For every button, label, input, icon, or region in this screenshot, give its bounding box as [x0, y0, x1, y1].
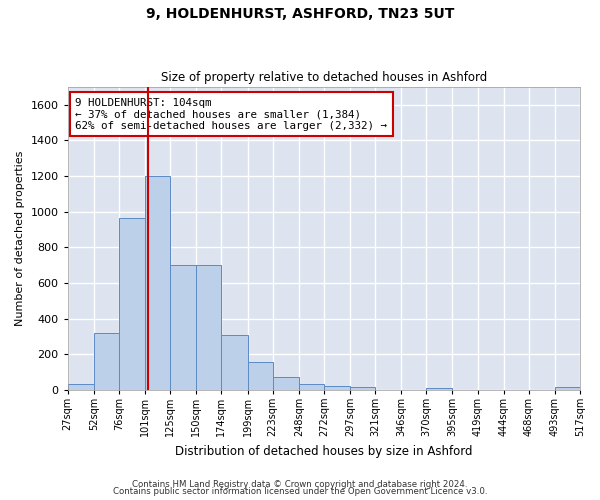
- Text: 9, HOLDENHURST, ASHFORD, TN23 5UT: 9, HOLDENHURST, ASHFORD, TN23 5UT: [146, 8, 454, 22]
- Bar: [94, 332, 119, 390]
- Title: Size of property relative to detached houses in Ashford: Size of property relative to detached ho…: [161, 72, 487, 85]
- Bar: [221, 336, 248, 390]
- Text: 9 HOLDENHURST: 104sqm
← 37% of detached houses are smaller (1,384)
62% of semi-d: 9 HOLDENHURST: 104sqm ← 37% of detached …: [76, 98, 388, 131]
- Bar: [299, 384, 324, 390]
- Bar: [68, 384, 94, 390]
- X-axis label: Distribution of detached houses by size in Ashford: Distribution of detached houses by size …: [175, 444, 473, 458]
- Bar: [119, 218, 145, 390]
- Bar: [324, 386, 350, 390]
- Bar: [350, 387, 375, 390]
- Bar: [427, 388, 452, 390]
- Bar: [248, 362, 272, 390]
- Text: Contains HM Land Registry data © Crown copyright and database right 2024.: Contains HM Land Registry data © Crown c…: [132, 480, 468, 489]
- Bar: [272, 378, 299, 390]
- Text: Contains public sector information licensed under the Open Government Licence v3: Contains public sector information licen…: [113, 488, 487, 496]
- Bar: [145, 176, 170, 390]
- Bar: [196, 265, 221, 390]
- Bar: [170, 265, 196, 390]
- Bar: [555, 387, 580, 390]
- Y-axis label: Number of detached properties: Number of detached properties: [15, 150, 25, 326]
